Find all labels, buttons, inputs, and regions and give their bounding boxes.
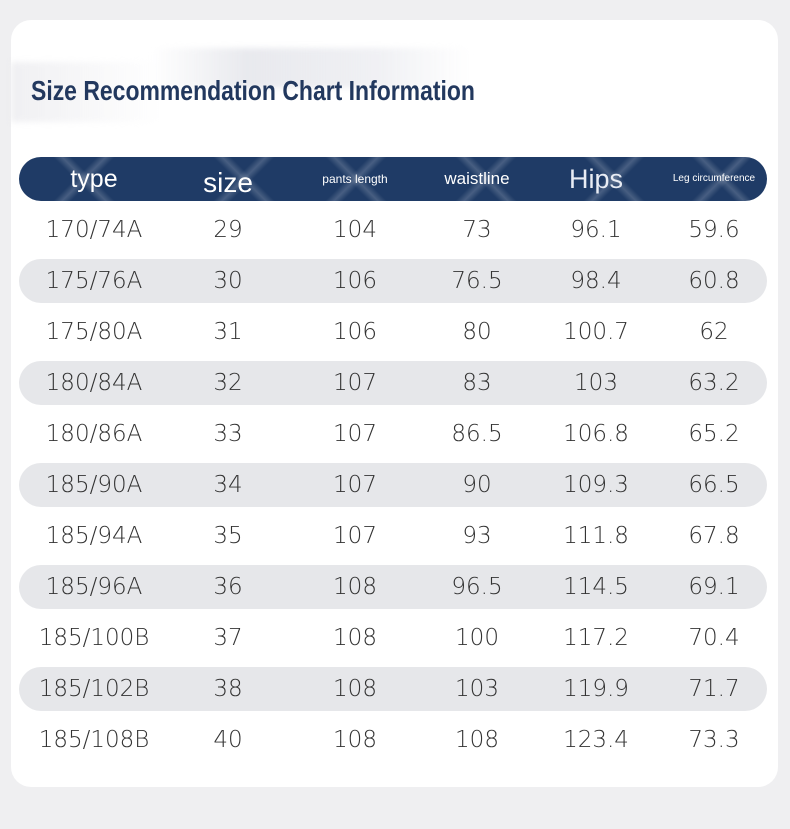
cell-leg-circumference: 70.4 bbox=[688, 625, 740, 651]
row-stripe bbox=[19, 463, 767, 507]
cell-pants-length: 108 bbox=[333, 625, 377, 651]
cell-hips: 109.3 bbox=[563, 472, 629, 498]
cell-waistline: 73 bbox=[462, 217, 492, 243]
cell-type: 180/84A bbox=[45, 370, 143, 396]
cell-pants-length: 107 bbox=[333, 421, 377, 447]
table-row: 185/108B 40 108 108 123.4 73.3 bbox=[19, 711, 767, 762]
row-stripe bbox=[19, 259, 767, 303]
table-row: 185/102B 38 108 103 119.9 71.7 bbox=[19, 660, 767, 711]
cell-size: 34 bbox=[213, 472, 243, 498]
cell-hips: 98.4 bbox=[570, 268, 622, 294]
row-stripe bbox=[19, 361, 767, 405]
cell-hips: 106.8 bbox=[563, 421, 629, 447]
cell-type: 185/108B bbox=[38, 727, 150, 753]
background-watermark bbox=[151, 48, 471, 88]
cell-size: 37 bbox=[213, 625, 243, 651]
cell-pants-length: 104 bbox=[333, 217, 377, 243]
cell-leg-circumference: 59.6 bbox=[688, 217, 740, 243]
cell-leg-circumference: 60.8 bbox=[688, 268, 740, 294]
cell-hips: 117.2 bbox=[563, 625, 629, 651]
cell-type: 185/96A bbox=[45, 574, 143, 600]
cell-waistline: 100 bbox=[455, 625, 499, 651]
cell-leg-circumference: 63.2 bbox=[688, 370, 740, 396]
table-row: 185/100B 37 108 100 117.2 70.4 bbox=[19, 609, 767, 660]
cell-type: 185/100B bbox=[38, 625, 150, 651]
header-size: size bbox=[203, 167, 253, 199]
cell-size: 38 bbox=[213, 676, 243, 702]
cell-leg-circumference: 71.7 bbox=[688, 676, 740, 702]
cell-waistline: 108 bbox=[455, 727, 499, 753]
cell-size: 29 bbox=[213, 217, 243, 243]
cell-waistline: 90 bbox=[462, 472, 492, 498]
cell-hips: 111.8 bbox=[563, 523, 629, 549]
cell-waistline: 103 bbox=[455, 676, 499, 702]
cell-waistline: 86.5 bbox=[451, 421, 503, 447]
cell-size: 35 bbox=[213, 523, 243, 549]
header-hips: Hips bbox=[568, 163, 623, 194]
cell-pants-length: 106 bbox=[333, 268, 377, 294]
cell-pants-length: 107 bbox=[333, 523, 377, 549]
header-waistline: waistline bbox=[444, 169, 510, 189]
cell-hips: 96.1 bbox=[570, 217, 622, 243]
table-row: 185/90A 34 107 90 109.3 66.5 bbox=[19, 456, 767, 507]
header-type: type bbox=[70, 164, 118, 193]
cell-leg-circumference: 67.8 bbox=[688, 523, 740, 549]
table-row: 185/94A 35 107 93 111.8 67.8 bbox=[19, 507, 767, 558]
cell-pants-length: 108 bbox=[333, 574, 377, 600]
cell-size: 30 bbox=[213, 268, 243, 294]
table-row: 180/84A 32 107 83 103 63.2 bbox=[19, 354, 767, 405]
cell-type: 180/86A bbox=[45, 421, 143, 447]
cell-waistline: 83 bbox=[462, 370, 492, 396]
cell-type: 185/90A bbox=[45, 472, 143, 498]
cell-hips: 100.7 bbox=[563, 319, 629, 345]
cell-leg-circumference: 62 bbox=[699, 319, 729, 345]
page-title: Size Recommendation Chart Information bbox=[31, 75, 475, 106]
size-table: type size pants length waistline Hips Le… bbox=[19, 157, 767, 762]
cell-pants-length: 106 bbox=[333, 319, 377, 345]
cell-size: 32 bbox=[213, 370, 243, 396]
table-row: 170/74A 29 104 73 96.1 59.6 bbox=[19, 201, 767, 252]
row-stripe bbox=[19, 565, 767, 609]
cell-size: 40 bbox=[213, 727, 243, 753]
table-body: 170/74A 29 104 73 96.1 59.6 175/76A 30 106 76.5 98… bbox=[19, 201, 767, 762]
cell-type: 175/76A bbox=[45, 268, 143, 294]
cell-pants-length: 108 bbox=[333, 727, 377, 753]
cell-pants-length: 108 bbox=[333, 676, 377, 702]
size-chart-card: Size Recommendation Chart Information ty… bbox=[11, 20, 778, 787]
cell-leg-circumference: 66.5 bbox=[688, 472, 740, 498]
table-row: 185/96A 36 108 96.5 114.5 69.1 bbox=[19, 558, 767, 609]
cell-hips: 119.9 bbox=[563, 676, 629, 702]
cell-waistline: 80 bbox=[462, 319, 492, 345]
cell-pants-length: 107 bbox=[333, 472, 377, 498]
cell-waistline: 96.5 bbox=[451, 574, 503, 600]
table-row: 180/86A 33 107 86.5 106.8 65.2 bbox=[19, 405, 767, 456]
cell-type: 185/94A bbox=[45, 523, 143, 549]
cell-leg-circumference: 65.2 bbox=[688, 421, 740, 447]
cell-type: 185/102B bbox=[38, 676, 150, 702]
cell-waistline: 76.5 bbox=[451, 268, 503, 294]
cell-pants-length: 107 bbox=[333, 370, 377, 396]
cell-hips: 103 bbox=[574, 370, 618, 396]
cell-hips: 123.4 bbox=[563, 727, 629, 753]
cell-type: 170/74A bbox=[45, 217, 143, 243]
cell-hips: 114.5 bbox=[563, 574, 629, 600]
row-stripe bbox=[19, 667, 767, 711]
table-header: type size pants length waistline Hips Le… bbox=[19, 157, 767, 201]
header-leg-circumference: Leg circumference bbox=[672, 172, 756, 184]
background-watermark-left bbox=[11, 62, 161, 122]
header-pants-length: pants length bbox=[322, 171, 388, 186]
cell-size: 33 bbox=[213, 421, 243, 447]
cell-leg-circumference: 69.1 bbox=[688, 574, 740, 600]
cell-waistline: 93 bbox=[462, 523, 492, 549]
cell-type: 175/80A bbox=[45, 319, 143, 345]
table-row: 175/80A 31 106 80 100.7 62 bbox=[19, 303, 767, 354]
cell-size: 31 bbox=[213, 319, 243, 345]
cell-size: 36 bbox=[213, 574, 243, 600]
table-row: 175/76A 30 106 76.5 98.4 60.8 bbox=[19, 252, 767, 303]
cell-leg-circumference: 73.3 bbox=[688, 727, 740, 753]
